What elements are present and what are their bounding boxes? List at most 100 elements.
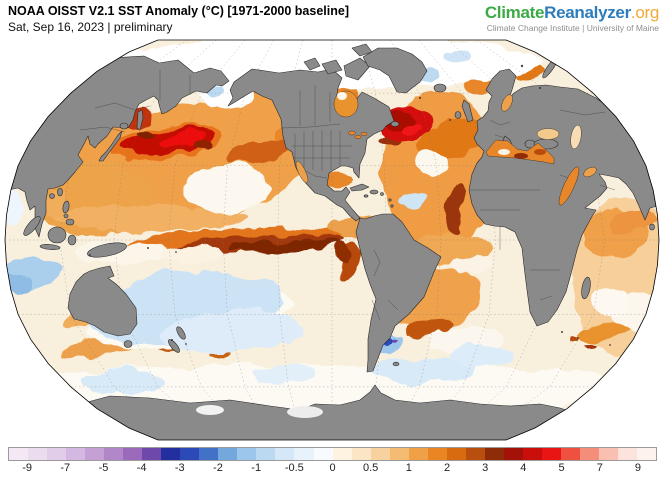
colorbar-segment <box>389 448 409 460</box>
island-tasmania <box>123 340 133 348</box>
colorbar-tick: 7 <box>596 462 603 474</box>
colorbar-tick: -3 <box>174 462 185 474</box>
island-jamaica <box>363 194 369 198</box>
island-antilles-2 <box>390 204 394 208</box>
colorbar-segment <box>9 448 29 460</box>
island-puerto-rico <box>380 192 384 196</box>
colorbar-segment <box>351 448 371 460</box>
colorbar-segment <box>332 448 352 460</box>
island-hainan <box>49 193 55 199</box>
colorbar-segment <box>313 448 333 460</box>
logo-climate: Climate <box>484 3 545 22</box>
logo-reanalyzer: Reanalyzer <box>544 3 631 22</box>
colorbar-segment <box>142 448 162 460</box>
colorbar-segment <box>522 448 542 460</box>
island-sri-lanka <box>649 223 655 231</box>
island-japan <box>98 130 123 162</box>
colorbar-segment <box>66 448 86 460</box>
island-mindanao <box>65 218 75 226</box>
island-newfoundland <box>390 121 400 127</box>
island-banks <box>303 57 321 71</box>
island-visayas <box>63 213 69 219</box>
island-victoria <box>321 59 343 75</box>
inland-seas <box>196 90 597 418</box>
site-logo[interactable]: ClimateReanalyzer.org Climate Change Ins… <box>485 3 659 33</box>
colorbar-tick: 1 <box>405 462 412 474</box>
colorbar-segment <box>637 448 657 460</box>
island-iceland <box>433 83 447 93</box>
island-new-zealand-north <box>176 326 186 340</box>
gulf-of-california <box>295 160 309 184</box>
colorbar-tick: -7 <box>60 462 71 474</box>
island-hokkaido <box>119 122 129 130</box>
map-outline <box>4 39 660 441</box>
colorbar-segment <box>598 448 618 460</box>
colorbar-gradient <box>8 447 657 461</box>
colorbar-segment <box>218 448 238 460</box>
sea-mediterranean <box>485 139 555 165</box>
island-ireland <box>454 111 462 119</box>
colorbar-tick: -0.5 <box>284 462 304 474</box>
island-sulawesi <box>67 234 77 246</box>
colorbar-segment <box>199 448 219 460</box>
colorbar-tick: 9 <box>634 462 641 474</box>
colorbar-segment <box>370 448 390 460</box>
colorbar-legend: -9 -7 -5 -4 -3 -2 -1 -0.5 0 0.5 1 2 3 4 5 7 9 <box>8 447 657 477</box>
island-new-zealand-south <box>168 339 180 353</box>
colorbar-tick: -1 <box>251 462 262 474</box>
colorbar-segment <box>256 448 276 460</box>
island-baffin <box>343 57 371 81</box>
colorbar-segment <box>408 448 428 460</box>
colorbar-segment <box>427 448 447 460</box>
colorbar-tick: 5 <box>558 462 565 474</box>
colorbar-segment <box>541 448 561 460</box>
colorbar-segment <box>446 448 466 460</box>
colorbar-segment <box>618 448 638 460</box>
colorbar-segment <box>237 448 257 460</box>
colorbar-segment <box>123 448 143 460</box>
great-lakes <box>348 130 356 136</box>
island-great-britain <box>461 99 474 123</box>
continent-south-america <box>355 213 442 373</box>
colorbar-tick-labels: -9 -7 -5 -4 -3 -2 -1 -0.5 0 0.5 1 2 3 4 5 7 9 <box>8 462 657 477</box>
colorbar-segment <box>465 448 485 460</box>
continent-australia <box>67 265 138 337</box>
colorbar-segment <box>503 448 523 460</box>
colorbar-segment <box>275 448 295 460</box>
map-header: NOAA OISST V2.1 SST Anomaly (°C) [1971-2… <box>8 4 349 35</box>
colorbar-tick: 3 <box>482 462 489 474</box>
colorbar-tick: 4 <box>520 462 527 474</box>
colorbar-segment <box>560 448 580 460</box>
colorbar-tick: 0.5 <box>363 462 379 474</box>
colorbar-segment <box>579 448 599 460</box>
island-sakhalin <box>136 109 144 131</box>
colorbar-segment <box>484 448 504 460</box>
persian-gulf <box>583 166 597 178</box>
island-cuba <box>349 183 370 192</box>
sea-baltic <box>501 94 513 112</box>
colorbar-segment <box>47 448 67 460</box>
sea-red <box>558 166 580 206</box>
island-new-guinea <box>87 242 127 258</box>
colorbar-segment <box>85 448 105 460</box>
colorbar-tick: -9 <box>22 462 32 474</box>
colorbar-tick: -4 <box>136 462 147 474</box>
island-madagascar <box>581 276 591 300</box>
sea-caspian <box>570 124 582 150</box>
sea-black <box>536 128 560 140</box>
island-falklands <box>392 361 400 367</box>
country-state-borders <box>79 70 616 321</box>
island-greenland <box>362 47 428 94</box>
site-logo-wordmark[interactable]: ClimateReanalyzer.org <box>485 3 659 22</box>
island-luzon <box>62 200 70 214</box>
colorbar-tick: 2 <box>443 462 451 474</box>
island-antilles-1 <box>388 198 392 202</box>
colorbar-tick: -5 <box>98 462 109 474</box>
island-taiwan <box>57 187 63 197</box>
colorbar-tick: 0 <box>329 462 336 474</box>
colorbar-segment <box>104 448 124 460</box>
colorbar-segment <box>161 448 181 460</box>
map-title: NOAA OISST V2.1 SST Anomaly (°C) [1971-2… <box>8 4 349 18</box>
